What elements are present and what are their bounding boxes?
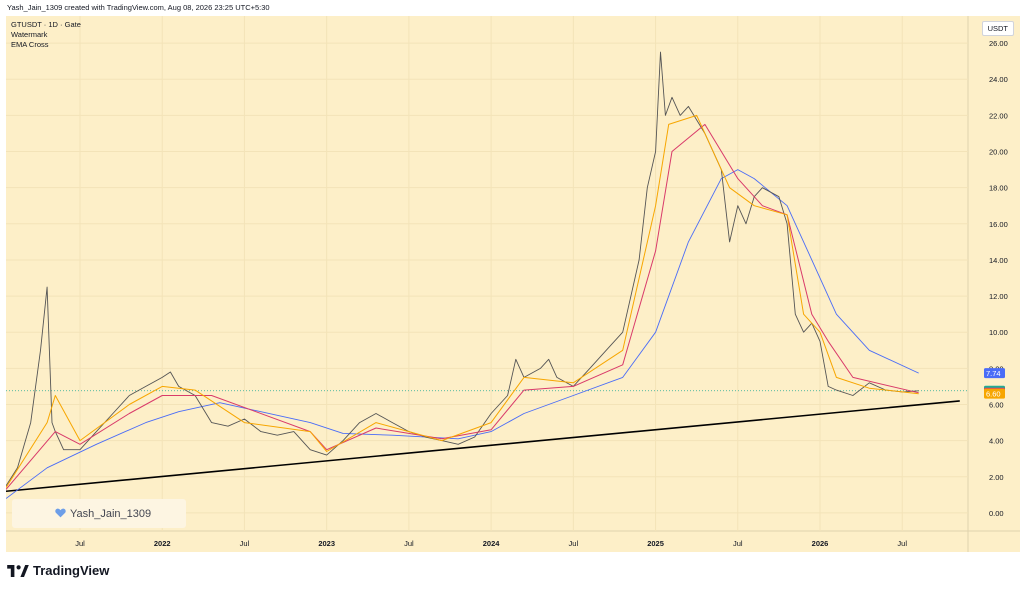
- y-tick-label: 18.00: [989, 184, 1008, 193]
- y-tick-label: 14.00: [989, 256, 1008, 265]
- tradingview-logo[interactable]: TradingView: [7, 563, 109, 578]
- y-tick-label: 6.00: [989, 401, 1004, 410]
- tradingview-logo-icon: [7, 564, 29, 577]
- support-trendline: [6, 400, 960, 493]
- y-tick-label: 12.00: [989, 292, 1008, 301]
- y-tick-label: 16.00: [989, 220, 1008, 229]
- price-axis-label: 7.74: [984, 368, 1005, 379]
- y-tick-label: 22.00: [989, 111, 1008, 120]
- price-axis-label-text: 7.74: [986, 369, 1001, 378]
- y-tick-label: 10.00: [989, 328, 1008, 337]
- y-tick-label: 24.00: [989, 75, 1008, 84]
- price-line: [6, 51, 919, 487]
- legend-watermark[interactable]: Watermark: [11, 30, 48, 39]
- x-tick-label: 2024: [483, 539, 501, 548]
- x-tick-label: Jul: [897, 539, 907, 548]
- x-tick-label: 2025: [647, 539, 664, 548]
- tradingview-logo-text: TradingView: [33, 563, 110, 578]
- legend-ema-cross[interactable]: EMA Cross: [11, 40, 49, 49]
- x-tick-label: Jul: [733, 539, 743, 548]
- x-tick-label: 2022: [154, 539, 171, 548]
- y-tick-label: 4.00: [989, 437, 1004, 446]
- x-tick-label: Jul: [75, 539, 85, 548]
- x-tick-label: Jul: [404, 539, 414, 548]
- watermark-text: Yash_Jain_1309: [70, 507, 152, 520]
- price-axis-label-bg: [984, 388, 1005, 399]
- watermark-badge: Yash_Jain_1309: [12, 499, 186, 528]
- ema_mid-line: [6, 123, 919, 490]
- chart-legend: GTUSDT · 1D · Gate Watermark EMA Cross: [11, 20, 81, 50]
- y-tick-label: 0.00: [989, 509, 1004, 518]
- x-tick-label: 2023: [318, 539, 335, 548]
- x-tick-label: Jul: [569, 539, 579, 548]
- chart-credit: Yash_Jain_1309 created with TradingView.…: [7, 3, 270, 12]
- y-tick-label: 2.00: [989, 473, 1004, 482]
- ema_slow-line: [6, 169, 919, 499]
- legend-symbol[interactable]: GTUSDT · 1D · Gate: [11, 20, 81, 29]
- price-axis-label-bg: [984, 368, 1005, 379]
- x-tick-label: Jul: [240, 539, 250, 548]
- x-tick-label: 2026: [812, 539, 829, 548]
- chart-area[interactable]: 0.002.004.006.008.0010.0012.0014.0016.00…: [6, 16, 1020, 552]
- price-axis-label-text: 6.60: [986, 390, 1001, 399]
- y-tick-label: 26.00: [989, 39, 1008, 48]
- price-axis-label: 6.60: [984, 388, 1005, 399]
- y-tick-label: 20.00: [989, 148, 1008, 157]
- heart-icon: [55, 508, 66, 518]
- currency-button[interactable]: USDT: [981, 21, 1014, 36]
- price-chart[interactable]: 0.002.004.006.008.0010.0012.0014.0016.00…: [6, 16, 1020, 552]
- ema_fast-line: [6, 114, 919, 488]
